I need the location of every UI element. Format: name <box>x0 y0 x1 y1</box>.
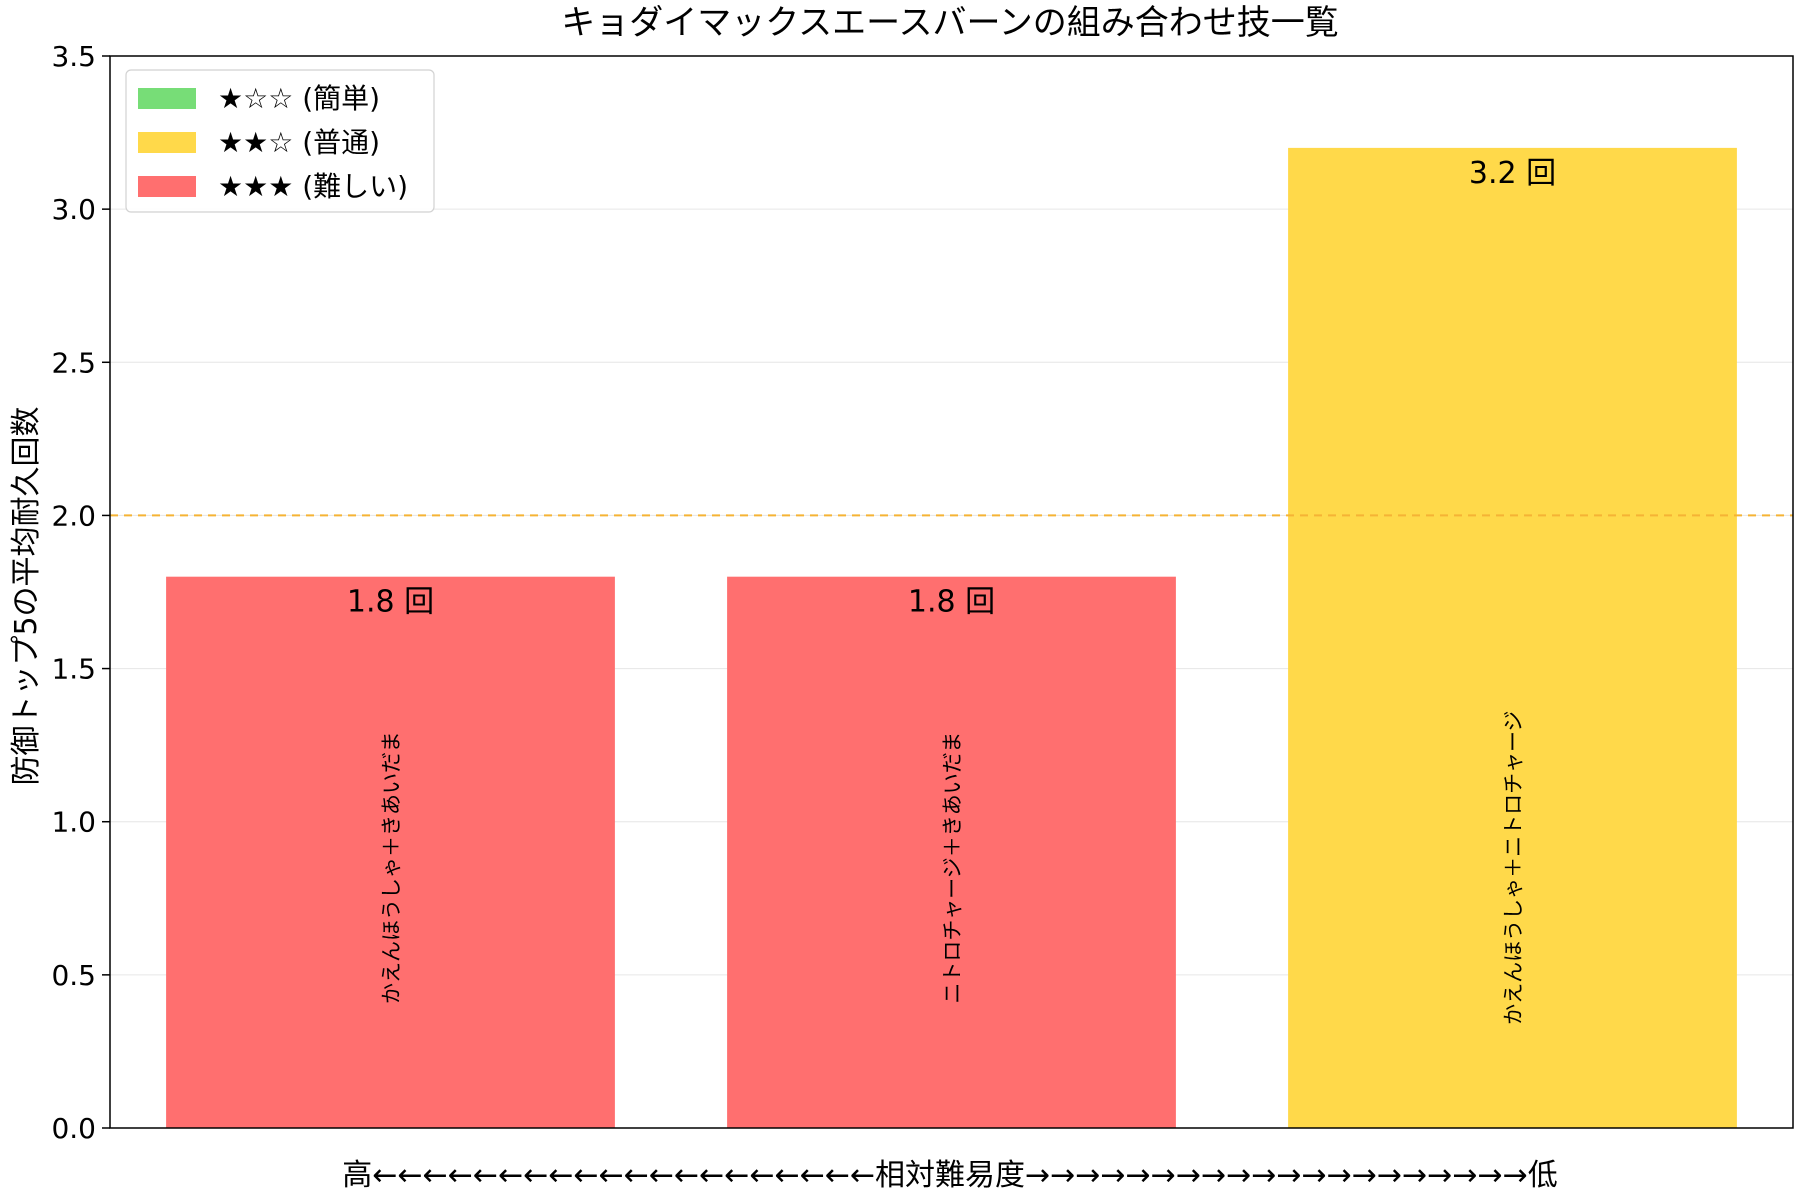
y-tick-label: 0.0 <box>51 1112 96 1145</box>
y-axis-label: 防御トップ5の平均耐久回数 <box>9 406 44 785</box>
axis-layer: 0.0 0.5 1.0 1.5 2.0 2.5 3.0 3.5 <box>51 40 1794 1145</box>
legend-label: ★★☆ (普通) <box>218 126 380 159</box>
y-tick-label: 2.0 <box>51 499 96 532</box>
bar-value-label: 1.8 回 <box>347 585 434 620</box>
legend-swatch <box>138 88 196 109</box>
legend: ★☆☆ (簡単) ★★☆ (普通) ★★★ (難しい) <box>125 69 435 213</box>
legend-label: ★☆☆ (簡単) <box>218 82 380 115</box>
bar <box>1288 147 1737 1128</box>
legend-swatch <box>138 176 196 197</box>
bar <box>166 576 615 1128</box>
y-tick-label: 2.5 <box>51 346 96 379</box>
y-tick-label: 1.0 <box>51 806 96 839</box>
y-tick-label: 1.5 <box>51 653 96 686</box>
bar-value-label: 3.2 回 <box>1469 156 1556 191</box>
y-tick-label: 3.0 <box>51 193 96 226</box>
bar-category-label: かえんほうしゃ＋ニトロチャージ <box>1502 710 1526 1024</box>
plot-frame <box>109 55 1794 1129</box>
bar-category-label: かえんほうしゃ＋きあいだま <box>380 731 404 1004</box>
chart-title: キョダイマックスエースバーンの組み合わせ技一覧 <box>561 3 1339 43</box>
bar <box>727 576 1176 1128</box>
y-tick-label: 3.5 <box>51 40 96 73</box>
y-tick-label: 0.5 <box>51 959 96 992</box>
bar-category-label: ニトロチャージ＋きあいだま <box>941 732 965 1004</box>
legend-box <box>125 69 435 213</box>
x-axis-label: 高←←←←←←←←←←←←←←←←←←←←相対難易度→→→→→→→→→→→→→→… <box>342 1158 1557 1193</box>
legend-label: ★★★ (難しい) <box>218 170 408 203</box>
legend-swatch <box>138 132 196 153</box>
bar-value-label: 1.8 回 <box>908 585 995 620</box>
